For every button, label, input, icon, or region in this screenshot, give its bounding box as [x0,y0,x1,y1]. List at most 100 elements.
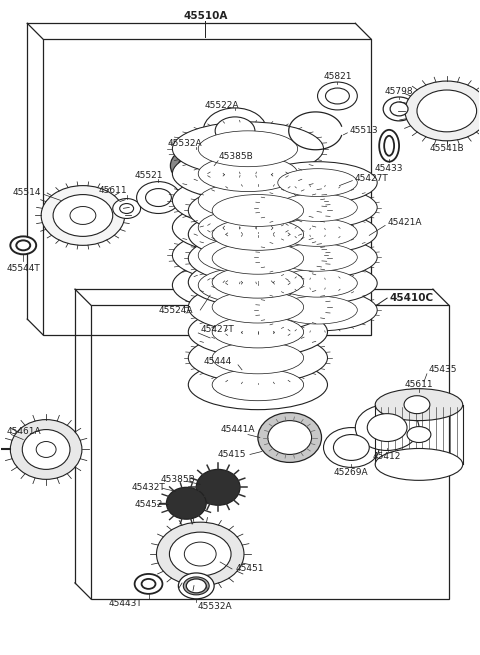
Text: 45532A: 45532A [198,603,232,611]
Ellipse shape [379,130,399,162]
Ellipse shape [172,174,324,227]
Text: 45524A: 45524A [158,306,192,314]
Ellipse shape [212,242,304,274]
Text: 45514: 45514 [12,188,41,197]
Ellipse shape [278,194,357,221]
Text: 45412: 45412 [373,452,401,461]
Text: 45433: 45433 [375,164,403,173]
Ellipse shape [170,147,222,185]
Text: 45415: 45415 [218,450,246,459]
Ellipse shape [417,90,477,132]
Ellipse shape [212,342,304,374]
Text: 45544T: 45544T [6,264,40,272]
Ellipse shape [145,189,171,206]
Ellipse shape [186,579,206,593]
Ellipse shape [212,267,304,298]
Ellipse shape [188,360,327,409]
Ellipse shape [375,388,463,421]
Text: 45435: 45435 [429,365,457,374]
Ellipse shape [137,181,180,214]
Ellipse shape [404,396,430,414]
Ellipse shape [268,421,312,455]
Ellipse shape [11,420,82,479]
Ellipse shape [258,413,322,462]
Ellipse shape [355,405,419,451]
Ellipse shape [169,532,231,576]
Ellipse shape [16,240,30,250]
Ellipse shape [367,414,407,441]
Ellipse shape [188,307,327,357]
Ellipse shape [324,428,379,468]
Ellipse shape [196,470,240,505]
Text: 45611: 45611 [405,381,433,389]
Ellipse shape [278,219,357,246]
Text: 45452: 45452 [134,500,163,509]
Ellipse shape [113,198,141,219]
Ellipse shape [405,81,480,141]
Ellipse shape [183,577,209,595]
Ellipse shape [186,159,206,173]
Text: 45522A: 45522A [205,102,240,111]
Ellipse shape [188,282,327,332]
Ellipse shape [203,108,267,154]
Ellipse shape [188,233,327,283]
Ellipse shape [258,289,377,331]
Text: 45532A: 45532A [168,140,203,148]
Ellipse shape [278,169,357,196]
Ellipse shape [167,487,206,519]
Ellipse shape [407,426,431,443]
Ellipse shape [156,522,244,586]
Ellipse shape [188,210,327,259]
Ellipse shape [212,219,304,250]
Ellipse shape [198,237,298,273]
Ellipse shape [142,579,156,589]
Text: 45510A: 45510A [183,11,228,22]
Ellipse shape [179,153,214,179]
Ellipse shape [215,117,255,145]
Ellipse shape [258,212,377,253]
Text: 45427T: 45427T [200,326,234,335]
Ellipse shape [325,88,349,104]
Text: 45798: 45798 [385,86,413,96]
Text: 45410C: 45410C [389,293,433,303]
Ellipse shape [278,296,357,324]
Ellipse shape [212,316,304,348]
Ellipse shape [179,573,214,599]
Ellipse shape [383,97,415,121]
Ellipse shape [134,574,162,594]
Ellipse shape [318,82,357,110]
Text: 45427T: 45427T [354,174,388,183]
Ellipse shape [375,449,463,480]
Ellipse shape [188,185,327,235]
Ellipse shape [172,200,324,254]
Ellipse shape [258,262,377,304]
Ellipse shape [212,195,304,227]
Ellipse shape [198,156,298,191]
Text: 45421A: 45421A [387,218,421,227]
Ellipse shape [172,122,324,176]
Text: 45432T: 45432T [132,483,166,492]
Text: 45821: 45821 [323,71,352,81]
Ellipse shape [198,210,298,246]
Ellipse shape [390,102,408,116]
Ellipse shape [278,269,357,297]
Ellipse shape [22,430,70,470]
Ellipse shape [120,204,133,214]
Ellipse shape [188,333,327,383]
Text: 45513: 45513 [349,126,378,136]
Ellipse shape [41,185,125,246]
Ellipse shape [172,229,324,282]
Ellipse shape [278,244,357,271]
Text: 45385B: 45385B [161,475,196,484]
Ellipse shape [395,388,439,421]
Text: 45611: 45611 [98,186,127,195]
Ellipse shape [198,183,298,219]
Ellipse shape [212,291,304,323]
Ellipse shape [258,187,377,229]
Ellipse shape [334,434,369,460]
Ellipse shape [384,136,394,156]
Ellipse shape [53,195,113,236]
Text: 45521: 45521 [134,171,163,180]
Text: 45461A: 45461A [6,427,41,436]
Text: 45541B: 45541B [430,144,464,153]
